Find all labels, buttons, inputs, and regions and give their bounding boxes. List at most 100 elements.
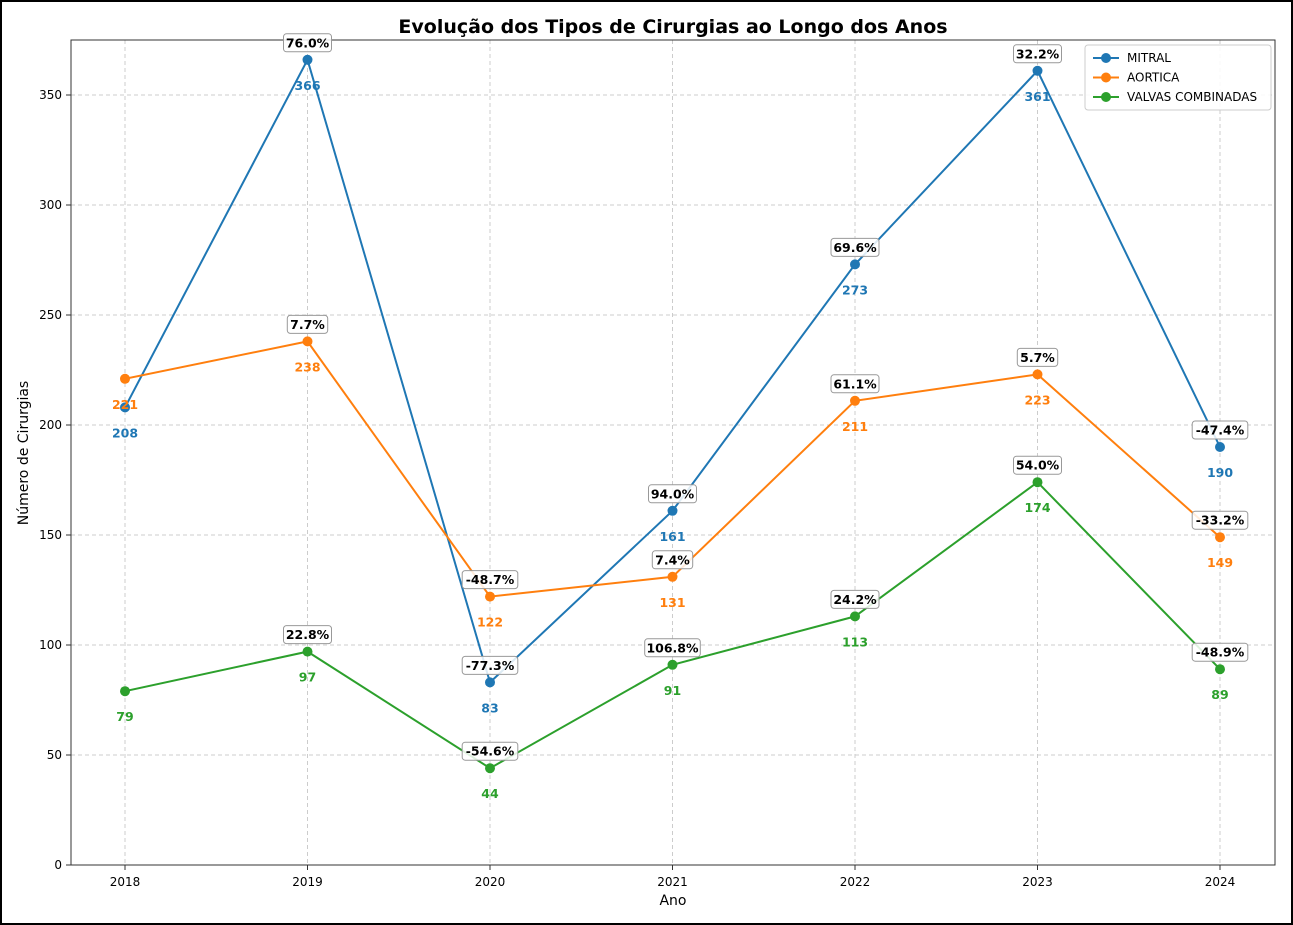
pct-change-valvas-combinadas: 24.2% (830, 589, 880, 609)
pct-change-text: 24.2% (833, 592, 877, 607)
data-point-valvas-combinadas (485, 763, 495, 774)
data-point-mitral (120, 402, 130, 413)
pct-change-text: 22.8% (286, 627, 330, 642)
pct-change-box (461, 655, 519, 675)
y-tick-label: 300 (39, 198, 62, 212)
x-tick-label: 2018 (110, 875, 141, 889)
data-point-valvas-combinadas (667, 659, 678, 670)
pct-change-box (651, 550, 694, 570)
pct-change-valvas-combinadas: -54.6% (461, 741, 519, 761)
chart-title: Evolução dos Tipos de Cirurgias ao Longo… (398, 16, 947, 38)
y-axis-label: Número de Cirurgias (16, 381, 32, 525)
data-point-mitral (485, 677, 495, 688)
x-tick-label: 2023 (1022, 875, 1053, 889)
pct-change-text: 32.2% (1016, 46, 1060, 61)
data-point-aortica (302, 336, 313, 347)
value-label-valvas-combinadas: 44 (481, 786, 499, 801)
data-point-aortica (485, 591, 495, 602)
pct-change-box (1191, 510, 1249, 530)
pct-change-text: -33.2% (1196, 513, 1245, 528)
pct-change-box (1191, 420, 1249, 440)
pct-change-valvas-combinadas: 54.0% (1013, 455, 1062, 475)
pct-change-text: 5.7% (1020, 350, 1055, 365)
value-label-mitral: 273 (842, 282, 868, 297)
pct-change-text: 94.0% (651, 486, 695, 501)
y-tick-label: 100 (39, 638, 62, 652)
value-label-valvas-combinadas: 89 (1211, 687, 1228, 702)
data-point-mitral (302, 54, 313, 65)
legend-label-aortica: AORTICA (1127, 71, 1180, 85)
pct-change-text: 54.0% (1016, 458, 1060, 473)
axis-ticks: 0 50 100 150 200 250 300 350 2018 2019 2020 2021 202… (39, 88, 1235, 889)
pct-change-box (830, 374, 880, 394)
pct-change-box (283, 33, 332, 53)
y-tick-label: 0 (54, 858, 62, 872)
legend-marker-aortica (1101, 72, 1111, 83)
pct-change-text: 7.7% (290, 317, 325, 332)
pct-change-text: -47.4% (1196, 423, 1245, 438)
data-point-valvas-combinadas (1215, 664, 1225, 675)
data-point-mitral (1032, 65, 1043, 76)
data-point-aortica (850, 395, 860, 406)
pct-change-text: 69.6% (833, 240, 877, 255)
value-label-valvas-combinadas: 97 (299, 670, 316, 685)
value-label-mitral: 161 (659, 529, 685, 544)
value-label-mitral: 208 (112, 425, 138, 440)
data-point-aortica (667, 571, 678, 582)
pct-change-box (644, 638, 701, 658)
pct-change-box (1191, 642, 1249, 662)
pct-change-aortica: 7.7% (286, 314, 329, 334)
y-tick-label: 350 (39, 88, 62, 102)
value-label-valvas-combinadas: 79 (116, 709, 133, 724)
pct-change-valvas-combinadas: 22.8% (283, 625, 332, 645)
value-label-aortica: 238 (294, 359, 320, 374)
pct-change-box (648, 484, 697, 504)
data-point-valvas-combinadas (1032, 477, 1043, 488)
data-point-valvas-combinadas (120, 686, 130, 697)
data-point-aortica (1032, 369, 1043, 380)
legend-box (1084, 44, 1272, 111)
series (120, 54, 1225, 774)
pct-change-text: 7.4% (655, 552, 690, 567)
value-label-mitral: 366 (294, 78, 320, 93)
pct-change-mitral: 32.2% (1013, 44, 1062, 64)
x-tick-label: 2020 (475, 875, 506, 889)
legend-marker-valvas-combinadas (1101, 92, 1111, 102)
pct-change-aortica: -33.2% (1191, 510, 1249, 530)
pct-change-mitral: 94.0% (648, 484, 697, 504)
value-label-mitral: 83 (481, 700, 498, 715)
value-label-aortica: 223 (1024, 392, 1050, 407)
legend-marker-mitral (1101, 53, 1111, 63)
pct-change-box (830, 589, 880, 609)
pct-change-box (283, 625, 332, 645)
pct-change-valvas-combinadas: 106.8% (644, 638, 701, 658)
pct-change-aortica: 61.1% (830, 374, 880, 394)
data-point-aortica (120, 373, 130, 384)
data-labels: 208 366 83 161 273 361 190 221 238 122 131 211 223 14… (112, 33, 1249, 801)
pct-change-text: 76.0% (286, 35, 330, 50)
pct-change-box (286, 314, 329, 334)
pct-change-box (1013, 44, 1062, 64)
pct-change-mitral: 69.6% (830, 237, 880, 257)
legend: MITRAL AORTICA VALVAS COMBINADAS (1084, 44, 1272, 111)
data-point-mitral (850, 259, 860, 270)
pct-change-box (1016, 347, 1059, 367)
data-point-aortica (1215, 532, 1225, 543)
x-axis-label: Ano (659, 893, 686, 909)
y-tick-label: 200 (39, 418, 62, 432)
value-label-valvas-combinadas: 113 (842, 634, 868, 649)
value-label-aortica: 131 (659, 595, 685, 610)
value-label-mitral: 361 (1024, 89, 1050, 104)
pct-change-text: -77.3% (466, 658, 515, 673)
data-point-mitral (1215, 442, 1225, 452)
legend-label-mitral: MITRAL (1127, 51, 1171, 65)
pct-change-aortica: 5.7% (1016, 347, 1059, 367)
value-label-mitral: 190 (1207, 465, 1233, 480)
pct-change-mitral: -47.4% (1191, 420, 1249, 440)
value-label-aortica: 149 (1207, 555, 1233, 570)
pct-change-valvas-combinadas: -48.9% (1191, 642, 1249, 662)
grid (71, 40, 1275, 866)
value-label-aortica: 122 (477, 615, 503, 630)
value-label-valvas-combinadas: 91 (664, 683, 681, 698)
data-point-mitral (667, 505, 678, 516)
